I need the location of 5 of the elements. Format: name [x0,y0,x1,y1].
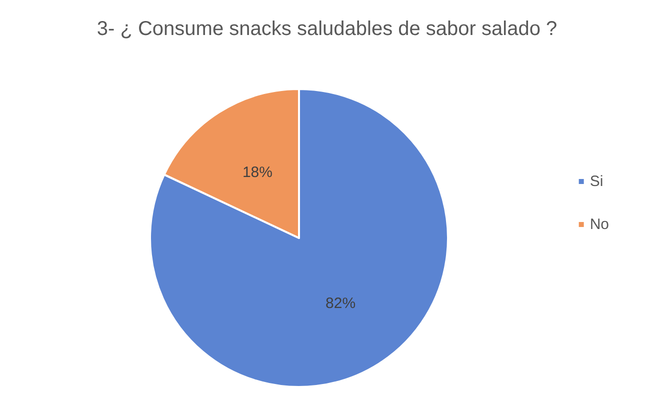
data-label: 82% [326,294,356,312]
data-label: 18% [242,164,272,182]
legend-label: No [590,216,610,233]
legend-label: Si [590,173,604,190]
chart-title: 3- ¿ Consume snacks saludables de sabor salado ? [96,18,558,40]
